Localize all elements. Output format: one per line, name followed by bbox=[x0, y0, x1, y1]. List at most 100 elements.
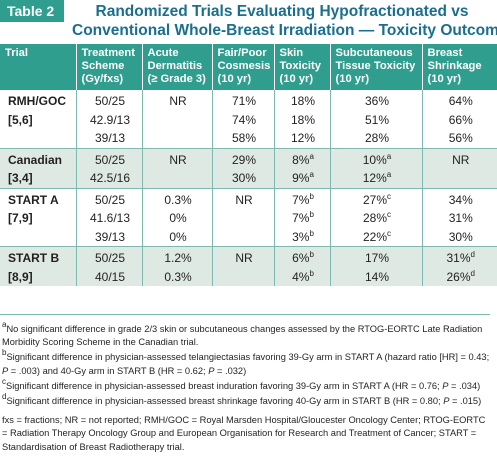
table-row: RMH/GOC 50/25 NR 71% 18% 36% 64% bbox=[0, 90, 497, 111]
table-row: [8,9] 40/15 0.3% 4%b 14% 26%d bbox=[0, 267, 497, 286]
table-title-line-2: Conventional Whole-Breast Irradiation — … bbox=[72, 22, 497, 39]
footnote-marker: d bbox=[470, 250, 475, 259]
cell-dermatitis: NR bbox=[141, 90, 212, 111]
footnote-marker: b bbox=[309, 228, 314, 238]
table-row: START A 50/25 0.3% NR 7%b 27%c 34% bbox=[0, 187, 497, 209]
footnote-a: aNo significant difference in grade 2/3 … bbox=[2, 320, 483, 348]
footnote-marker: c bbox=[387, 191, 392, 201]
cell-dermatitis: 1.2% bbox=[141, 246, 212, 268]
cell-breast-shrinkage: 66% bbox=[421, 110, 497, 129]
cell-scheme: 50/25 bbox=[75, 187, 142, 209]
footnote-d: dSignificant difference in physician-ass… bbox=[2, 392, 482, 407]
header-cosmesis: Fair/Poor Cosmesis (10 yr) bbox=[211, 44, 274, 90]
cell-subcutaneous-toxicity: 51% bbox=[329, 110, 422, 129]
cell-breast-shrinkage: 34% bbox=[421, 187, 497, 209]
cell-skin-toxicity: 6%b bbox=[273, 246, 330, 268]
table-row: Canadian 50/25 NR 29% 8%a 10%a NR bbox=[0, 147, 497, 169]
footnote-marker: b bbox=[309, 210, 314, 219]
cell-cosmesis bbox=[211, 227, 274, 247]
cell-skin-toxicity: 4%b bbox=[273, 267, 330, 286]
footnote-marker: b bbox=[309, 268, 314, 278]
cell-subcutaneous-toxicity: 10%a bbox=[329, 147, 422, 169]
cell-subcutaneous-toxicity: 36% bbox=[329, 90, 422, 111]
cell-breast-shrinkage bbox=[421, 169, 497, 188]
cell-cosmesis: 58% bbox=[211, 129, 274, 148]
table-row: 39/13 0% 3%b 22%c 30% bbox=[0, 227, 497, 247]
cell-cosmesis: 30% bbox=[211, 169, 274, 188]
cell-trial: RMH/GOC bbox=[8, 94, 66, 108]
cell-skin-toxicity: 18% bbox=[273, 90, 330, 111]
cell-scheme: 41.6/13 bbox=[75, 209, 142, 228]
toxicity-table: Trial Treatment Scheme (Gy/fxs) Acute Derma… bbox=[0, 44, 497, 286]
footnote-marker: a bbox=[309, 170, 314, 179]
footnote-c: cSignificant difference in physician-ass… bbox=[2, 376, 481, 391]
cell-skin-toxicity: 18% bbox=[273, 110, 330, 129]
cell-trial: [5,6] bbox=[8, 112, 33, 127]
header-acute-dermatitis: Acute Dermatitis (≥ Grade 3) bbox=[141, 44, 212, 90]
footnotes: aNo significant difference in grade 2/3 … bbox=[0, 314, 490, 456]
cell-dermatitis: NR bbox=[141, 147, 212, 169]
footnote-marker: c bbox=[387, 210, 392, 219]
table-title-bar: Table 2 Randomized Trials Evaluating Hyp… bbox=[0, 0, 497, 44]
cell-cosmesis: 29% bbox=[211, 147, 274, 169]
table-title: Randomized Trials Evaluating Hypofractio… bbox=[72, 2, 497, 40]
cell-scheme: 50/25 bbox=[75, 246, 142, 268]
cell-breast-shrinkage: 26%d bbox=[421, 267, 497, 286]
table-row: START B 50/25 1.2% NR 6%b 17% 31%d bbox=[0, 246, 497, 268]
cell-scheme: 42.9/13 bbox=[75, 110, 142, 129]
header-treatment-scheme: Treatment Scheme (Gy/fxs) bbox=[75, 44, 142, 90]
cell-cosmesis: NR bbox=[211, 187, 274, 209]
cell-cosmesis bbox=[211, 267, 274, 286]
header-breast-shrinkage: Breast Shrinkage (10 yr) bbox=[421, 44, 497, 90]
cell-cosmesis: 71% bbox=[211, 90, 274, 111]
header-trial: Trial bbox=[0, 44, 76, 90]
table-header-row: Trial Treatment Scheme (Gy/fxs) Acute Derma… bbox=[0, 44, 497, 90]
footnote-marker: a bbox=[309, 151, 314, 161]
footnote-marker: c bbox=[387, 228, 392, 238]
cell-scheme: 39/13 bbox=[75, 129, 142, 148]
cell-dermatitis: 0.3% bbox=[141, 267, 212, 286]
cell-scheme: 50/25 bbox=[75, 147, 142, 169]
cell-dermatitis: 0% bbox=[141, 227, 212, 247]
footnote-marker: b bbox=[309, 250, 314, 259]
cell-dermatitis: 0% bbox=[141, 209, 212, 228]
cell-trial: [8,9] bbox=[0, 267, 76, 286]
footnote-marker: a bbox=[386, 170, 392, 179]
cell-dermatitis bbox=[141, 110, 212, 129]
cell-breast-shrinkage: 31%d bbox=[421, 246, 497, 268]
cell-skin-toxicity: 8%a bbox=[273, 147, 330, 169]
cell-trial: START B bbox=[0, 246, 76, 268]
cell-skin-toxicity: 7%b bbox=[273, 187, 330, 209]
cell-subcutaneous-toxicity: 27%c bbox=[329, 187, 422, 209]
cell-scheme: 39/13 bbox=[75, 227, 142, 247]
cell-trial: START A bbox=[0, 187, 76, 209]
cell-breast-shrinkage: 31% bbox=[421, 209, 497, 228]
cell-skin-toxicity: 12% bbox=[273, 129, 330, 148]
table-row: [5,6] 42.9/13 74% 18% 51% 66% bbox=[0, 110, 497, 129]
footnote-marker: a bbox=[386, 151, 392, 161]
footnote-marker: b bbox=[309, 191, 314, 201]
cell-skin-toxicity: 9%a bbox=[273, 169, 330, 188]
cell-trial: [7,9] bbox=[8, 211, 33, 225]
cell-scheme: 42.5/16 bbox=[75, 169, 142, 188]
cell-breast-shrinkage: NR bbox=[421, 147, 497, 169]
cell-cosmesis bbox=[211, 209, 274, 228]
cell-dermatitis bbox=[141, 169, 212, 188]
cell-breast-shrinkage: 56% bbox=[421, 129, 497, 148]
cell-scheme: 40/15 bbox=[75, 267, 142, 286]
abbreviations-note: fxs = fractions; NR = not reported; RMH/… bbox=[2, 415, 486, 452]
cell-trial bbox=[0, 228, 76, 247]
table-row: [7,9] 41.6/13 0% 7%b 28%c 31% bbox=[0, 209, 497, 228]
cell-breast-shrinkage: 64% bbox=[421, 90, 497, 111]
cell-trial bbox=[0, 129, 76, 148]
cell-dermatitis bbox=[141, 129, 212, 148]
header-skin-toxicity: Skin Toxicity (10 yr) bbox=[273, 44, 330, 90]
cell-subcutaneous-toxicity: 22%c bbox=[329, 227, 422, 247]
cell-trial: [3,4] bbox=[0, 169, 76, 188]
cell-cosmesis: 74% bbox=[211, 110, 274, 129]
cell-skin-toxicity: 3%b bbox=[273, 227, 330, 247]
header-subcutaneous-toxicity: Subcutaneous Tissue Toxicity (10 yr) bbox=[329, 44, 422, 90]
cell-dermatitis: 0.3% bbox=[141, 187, 212, 209]
cell-subcutaneous-toxicity: 14% bbox=[329, 267, 422, 286]
